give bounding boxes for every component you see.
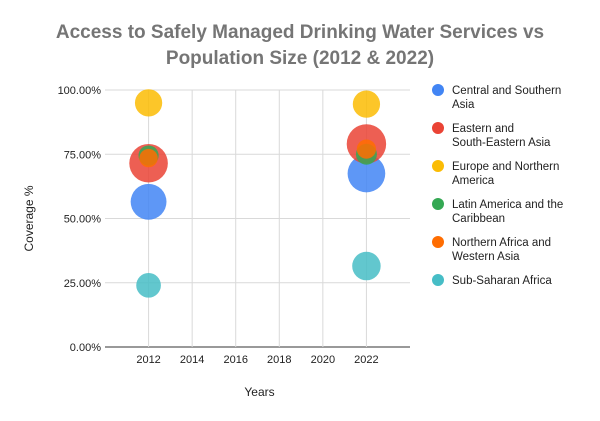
legend-item[interactable]: Central and Southern Asia xyxy=(432,84,561,111)
legend-label: Northern Africa and Western Asia xyxy=(452,237,551,263)
legend-swatch xyxy=(432,122,444,134)
x-axis-title: Years xyxy=(244,385,274,399)
bubble-point[interactable] xyxy=(352,251,381,281)
legend-swatch xyxy=(432,236,444,248)
legend-swatch xyxy=(432,274,444,286)
legend-swatch xyxy=(432,198,444,210)
bubble-point[interactable] xyxy=(130,183,167,220)
bubble-point[interactable] xyxy=(356,139,377,159)
x-tick-label: 2022 xyxy=(354,354,378,366)
y-tick-label: 25.00% xyxy=(64,278,102,290)
legend-layer: Central and Southern Asia Eastern and South… xyxy=(432,84,563,287)
bubble-point[interactable] xyxy=(139,148,158,168)
axis-layer: 0.00% 25.00% 50.00% 75.00% 100.00% 2012 2014 20… xyxy=(22,85,379,399)
legend-label: Europe and Northern America xyxy=(452,161,559,187)
x-tick-label: 2020 xyxy=(311,354,335,366)
legend-item[interactable]: Sub-Saharan Africa xyxy=(432,274,552,287)
chart-title: Access to Safely Managed Drinking Water … xyxy=(55,22,545,69)
bubble-point[interactable] xyxy=(136,272,161,298)
bubble-point[interactable] xyxy=(347,154,386,193)
legend-item[interactable]: Eastern and South-Eastern Asia xyxy=(432,122,551,149)
bubble-point[interactable] xyxy=(352,90,381,118)
x-tick-label: 2018 xyxy=(267,354,291,366)
legend-swatch xyxy=(432,160,444,172)
legend-item[interactable]: Europe and Northern America xyxy=(432,160,559,187)
x-tick-label: 2012 xyxy=(136,354,160,366)
y-tick-label: 100.00% xyxy=(58,85,102,97)
legend-swatch xyxy=(432,84,444,96)
legend-label: Latin America and the Caribbean xyxy=(452,199,563,225)
legend-label: Sub-Saharan Africa xyxy=(452,275,552,287)
legend-label: Central and Southern Asia xyxy=(452,85,561,111)
y-tick-label: 50.00% xyxy=(64,214,102,226)
bubble-point[interactable] xyxy=(134,89,163,117)
legend-item[interactable]: Northern Africa and Western Asia xyxy=(432,236,551,263)
bubble-layer xyxy=(129,89,387,298)
y-tick-label: 0.00% xyxy=(70,342,101,354)
legend-item[interactable]: Latin America and the Caribbean xyxy=(432,198,563,225)
y-axis-title: Coverage % xyxy=(22,185,36,251)
legend-label: Eastern and South-Eastern Asia xyxy=(452,123,551,149)
y-tick-label: 75.00% xyxy=(64,149,102,161)
x-tick-label: 2014 xyxy=(180,354,204,366)
x-tick-label: 2016 xyxy=(223,354,247,366)
